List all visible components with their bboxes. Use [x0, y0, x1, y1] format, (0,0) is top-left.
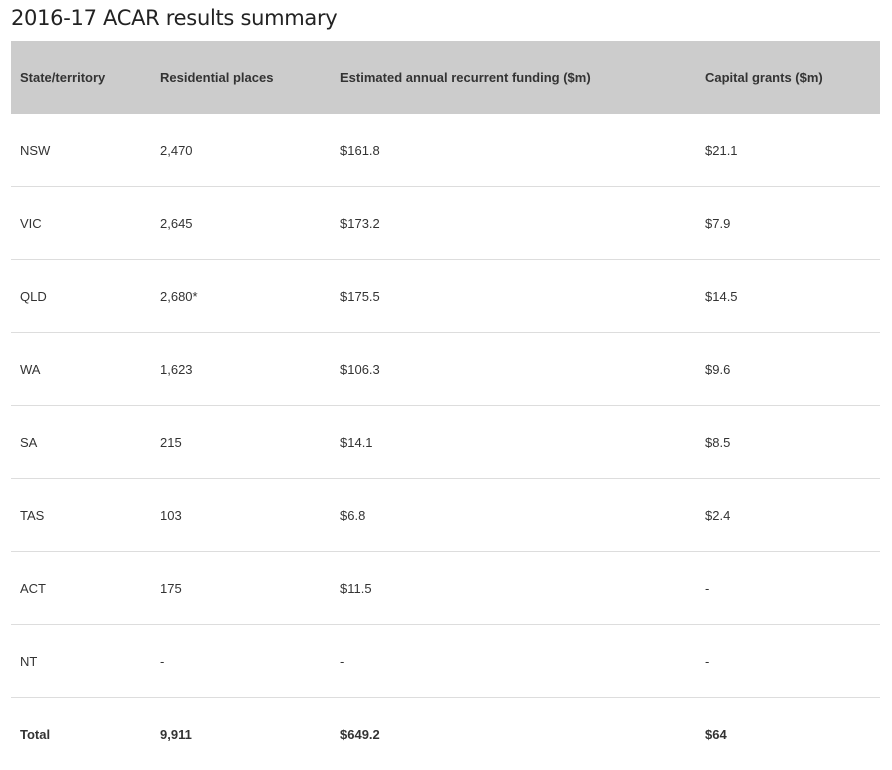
- table-cell: $14.1: [340, 406, 705, 479]
- table-cell: $11.5: [340, 552, 705, 625]
- table-cell: 2,680*: [160, 260, 340, 333]
- table-cell: $173.2: [340, 187, 705, 260]
- table-cell: VIC: [11, 187, 160, 260]
- table-cell: -: [705, 552, 880, 625]
- column-header: Residential places: [160, 41, 340, 114]
- table-cell: $8.5: [705, 406, 880, 479]
- table-cell: 215: [160, 406, 340, 479]
- table-cell: -: [160, 625, 340, 698]
- table-cell: 2,645: [160, 187, 340, 260]
- table-cell: 2,470: [160, 114, 340, 187]
- table-cell: NT: [11, 625, 160, 698]
- table-row: NT---: [11, 625, 880, 698]
- table-cell: 1,623: [160, 333, 340, 406]
- table-cell: $7.9: [705, 187, 880, 260]
- table-cell: NSW: [11, 114, 160, 187]
- table-cell: $161.8: [340, 114, 705, 187]
- table-cell: $21.1: [705, 114, 880, 187]
- table-cell: $175.5: [340, 260, 705, 333]
- table-cell: 175: [160, 552, 340, 625]
- table-cell: ACT: [11, 552, 160, 625]
- column-header: State/territory: [11, 41, 160, 114]
- page-title: 2016-17 ACAR results summary: [11, 6, 337, 30]
- table-cell: -: [340, 625, 705, 698]
- table-cell: $6.8: [340, 479, 705, 552]
- table-cell: WA: [11, 333, 160, 406]
- table-header-row: State/territory Residential places Estim…: [11, 41, 880, 114]
- table-cell: 9,911: [160, 698, 340, 770]
- table-cell: QLD: [11, 260, 160, 333]
- table-cell: SA: [11, 406, 160, 479]
- table-cell: 103: [160, 479, 340, 552]
- table-cell: -: [705, 625, 880, 698]
- table-cell: $14.5: [705, 260, 880, 333]
- column-header: Estimated annual recurrent funding ($m): [340, 41, 705, 114]
- table-cell: TAS: [11, 479, 160, 552]
- table-cell: $2.4: [705, 479, 880, 552]
- column-header: Capital grants ($m): [705, 41, 880, 114]
- table-cell: $64: [705, 698, 880, 770]
- results-table: State/territory Residential places Estim…: [11, 41, 880, 770]
- table-cell: $106.3: [340, 333, 705, 406]
- table-cell: $649.2: [340, 698, 705, 770]
- table-cell: $9.6: [705, 333, 880, 406]
- table-cell: Total: [11, 698, 160, 770]
